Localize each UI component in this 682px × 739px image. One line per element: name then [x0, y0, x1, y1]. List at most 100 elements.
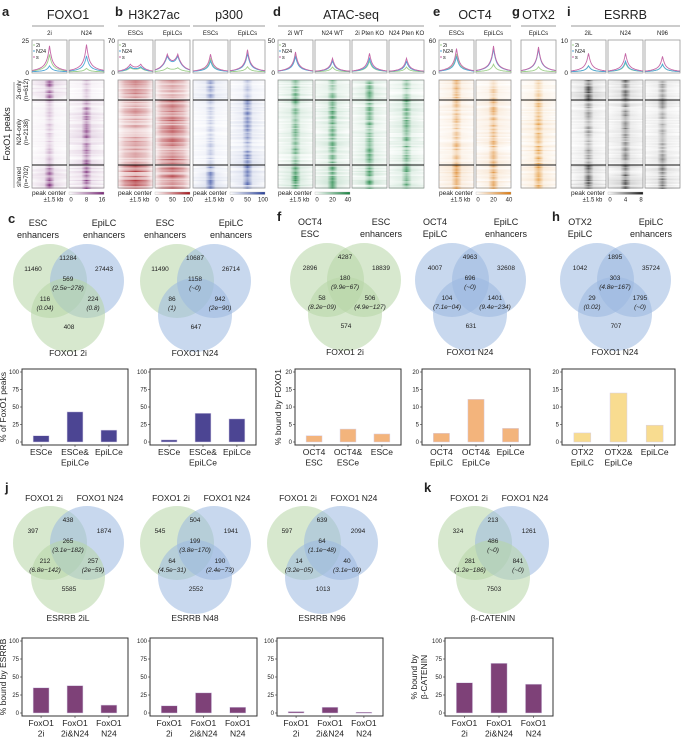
heatmap-row — [352, 90, 387, 92]
venn-pvalue: (0.02) — [584, 304, 601, 311]
y-tick-label: 100 — [432, 639, 443, 645]
heatmap-row — [278, 146, 313, 148]
heatmap-row — [155, 112, 190, 114]
heatmap-row — [389, 112, 424, 114]
heatmap-row — [645, 81, 680, 83]
heatmap-row — [389, 104, 424, 106]
heatmap-row — [193, 160, 228, 162]
heatmap-row — [118, 85, 153, 87]
panel-title: ESRRB — [604, 8, 647, 22]
heatmap-row — [193, 89, 228, 91]
peak-center-label: peak center — [193, 190, 228, 197]
heatmap-row — [32, 165, 67, 167]
heatmap-row — [645, 82, 680, 84]
heatmap-row — [32, 160, 67, 162]
heatmap-row — [352, 183, 387, 185]
heatmap-row — [155, 172, 190, 174]
heatmap-row — [352, 155, 387, 157]
heatmap-row — [69, 156, 104, 158]
profile-line-s — [475, 45, 512, 71]
heatmap-row — [571, 157, 606, 159]
heatmap-row — [608, 110, 643, 113]
heatmap-row — [439, 107, 474, 109]
heatmap-row — [118, 169, 153, 171]
bar — [229, 706, 247, 714]
heatmap-row — [608, 187, 643, 189]
heatmap-row — [476, 136, 511, 139]
heatmap-row — [69, 101, 104, 104]
heatmap-row — [155, 138, 190, 140]
venn-count: 1941 — [224, 528, 239, 535]
heatmap-row — [315, 114, 350, 117]
venn-count: 29 — [588, 295, 596, 302]
heatmap-row — [118, 134, 153, 136]
heatmap-row — [32, 129, 67, 131]
heatmap-row — [439, 170, 474, 172]
heatmap-row — [155, 113, 190, 115]
heatmap-row — [32, 86, 67, 88]
heatmap-row — [389, 139, 424, 141]
heatmap-row — [521, 91, 556, 93]
heatmap-row — [439, 127, 474, 130]
heatmap-row — [230, 105, 265, 107]
heatmap-row — [278, 136, 313, 139]
profile-line-n24 — [571, 64, 606, 73]
heatmap-row — [571, 114, 606, 117]
column-label: EpiLCs — [529, 31, 548, 37]
heatmap-row — [389, 160, 424, 162]
venn-set-label: EpiLC — [219, 218, 244, 228]
heatmap-row — [315, 160, 350, 162]
heatmap-row — [645, 156, 680, 158]
heatmap-row — [32, 93, 67, 95]
heatmap-row — [32, 182, 67, 184]
heatmap-row — [230, 182, 265, 184]
venn-count: 707 — [611, 323, 622, 330]
venn-count: 27443 — [95, 266, 113, 273]
heatmap-row — [32, 83, 67, 86]
venn-count: 281 — [465, 558, 476, 565]
heatmap-row — [118, 113, 153, 115]
heatmap-row — [389, 138, 424, 140]
heatmap-row — [32, 177, 67, 179]
heatmap-row — [32, 147, 67, 149]
heatmap-row — [69, 147, 104, 149]
heatmap-row — [32, 155, 67, 157]
heatmap-row — [608, 175, 643, 178]
heatmap-row — [521, 116, 556, 118]
heatmap-row — [476, 144, 511, 146]
y-tick-label: 0 — [271, 711, 275, 717]
heatmap-row — [521, 138, 556, 140]
heatmap-row — [352, 105, 387, 107]
heatmap-row — [193, 81, 228, 83]
heatmap-row — [118, 130, 153, 132]
heatmap-row — [315, 138, 350, 140]
heatmap-row — [521, 96, 556, 99]
heatmap-row — [389, 80, 424, 82]
venn-count: 303 — [610, 275, 621, 282]
heatmap-row — [389, 136, 424, 139]
heatmap-row — [521, 126, 556, 128]
x-tick-label: EpiLCe — [497, 447, 525, 457]
bar — [194, 413, 212, 443]
heatmap-row — [230, 153, 265, 156]
y-axis-title: % of FoxO1 peaks — [0, 372, 8, 442]
heatmap-row — [608, 134, 643, 136]
heatmap-row — [315, 96, 350, 99]
heatmap-row — [315, 127, 350, 130]
x-tick-label: ESCe — [371, 447, 393, 457]
heatmap-row — [193, 98, 228, 100]
profile-ymax: 50 — [268, 38, 276, 45]
legend-label: s — [122, 55, 125, 61]
heatmap-row — [155, 183, 190, 185]
heatmap-row — [521, 168, 556, 170]
heatmap-row — [389, 122, 424, 124]
venn-count: 2896 — [303, 265, 318, 272]
heatmap-row — [155, 143, 190, 145]
profile-line-s — [68, 44, 105, 71]
heatmap-row — [352, 82, 387, 84]
heatmap-row — [118, 120, 153, 122]
venn-set-label: enhancers — [144, 230, 187, 240]
heatmap-row — [278, 148, 313, 150]
heatmap-row — [278, 131, 313, 133]
heatmap-row — [389, 98, 424, 100]
